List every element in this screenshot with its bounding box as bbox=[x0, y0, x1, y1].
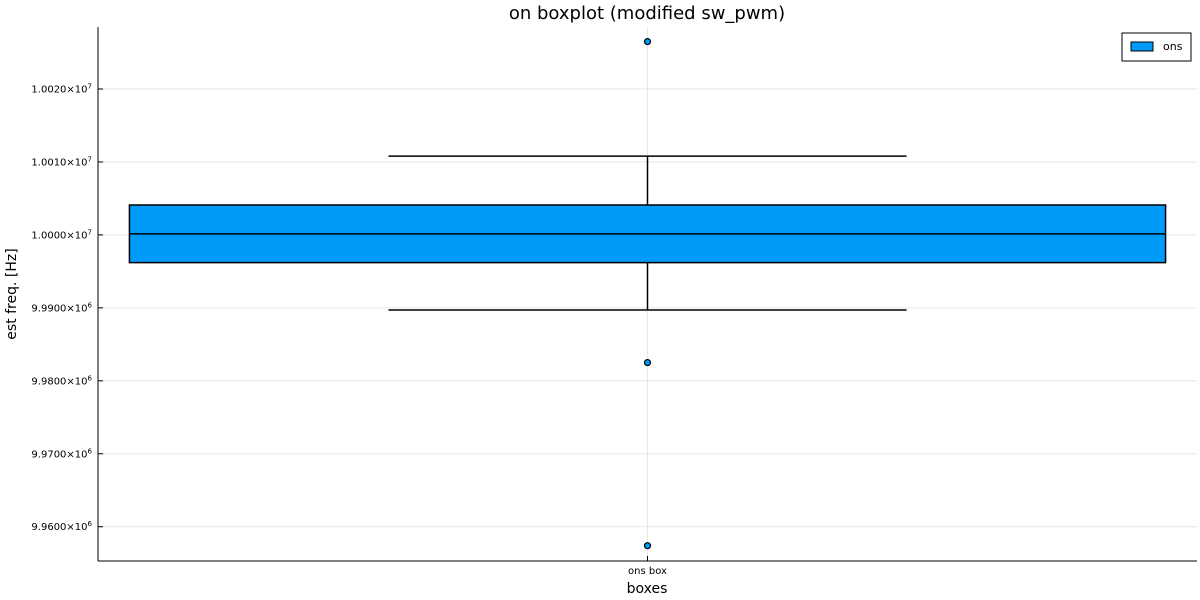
outlier-point bbox=[643, 358, 652, 367]
x-axis-label: boxes bbox=[627, 581, 668, 597]
outlier-point bbox=[643, 542, 652, 550]
x-ticks: ons box bbox=[628, 556, 667, 577]
outlier-point bbox=[643, 37, 652, 46]
y-tick-label: 9.9800×106 bbox=[31, 374, 92, 387]
y-tick-label: 1.0010×107 bbox=[31, 155, 92, 168]
y-tick-label: 9.9900×106 bbox=[31, 301, 92, 314]
box-layer bbox=[128, 37, 1167, 550]
chart-title: on boxplot (modified sw_pwm) bbox=[509, 3, 785, 24]
y-axis-label: est freq. [Hz] bbox=[4, 248, 20, 339]
legend-box bbox=[1121, 32, 1192, 62]
x-tick-label: ons box bbox=[628, 566, 667, 577]
legend: ons bbox=[1121, 32, 1192, 62]
legend-label: ons bbox=[1163, 40, 1183, 53]
y-tick-label: 9.9600×106 bbox=[31, 520, 92, 533]
legend-swatch bbox=[1130, 41, 1154, 52]
y-tick-label: 1.0020×107 bbox=[31, 83, 92, 96]
y-tick-label: 1.0000×107 bbox=[31, 228, 92, 241]
y-ticks: 9.9600×106 9.9700×106 9.9800×106 9.9900×106… bbox=[31, 83, 103, 533]
y-tick-label: 9.9700×106 bbox=[31, 447, 92, 460]
